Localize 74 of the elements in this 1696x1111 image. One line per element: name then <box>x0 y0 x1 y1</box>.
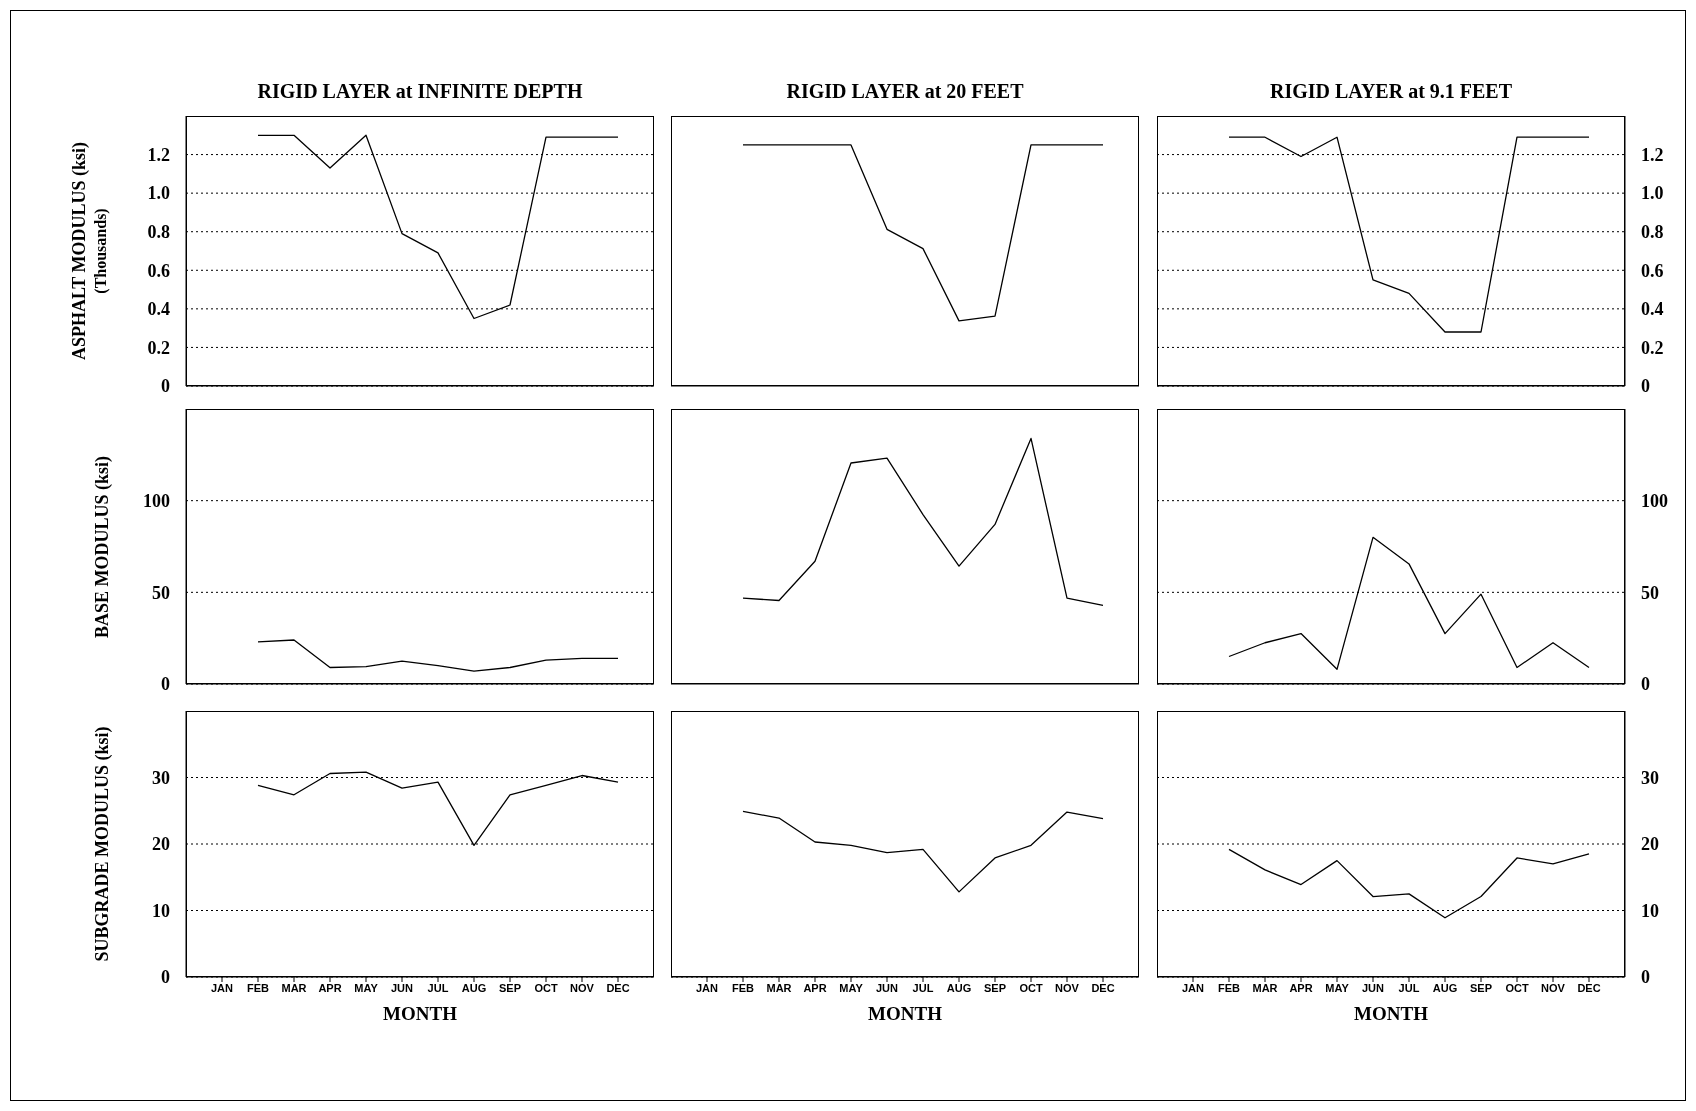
y-tick-label: 1.0 <box>147 183 170 204</box>
x-axis-title: MONTH <box>1353 1003 1429 1025</box>
y-tick-label: 0.6 <box>147 260 170 281</box>
y-tick-label: 10 <box>152 900 170 921</box>
x-tick-label: NOV <box>1541 981 1566 994</box>
y-tick-label: 0.6 <box>1641 260 1664 281</box>
x-tick-label: JAN <box>695 981 719 994</box>
x-tick-label: MAY <box>839 981 864 994</box>
y-axis-title: BASE MODULUS (ksi) <box>91 455 113 638</box>
x-tick-label: MAY <box>1325 981 1350 994</box>
chart-title: RIGID LAYER at 9.1 FEET <box>1268 80 1514 103</box>
x-tick-label: JUL <box>1398 981 1420 994</box>
y-tick-label: 0.4 <box>1641 299 1664 320</box>
x-tick-label: JAN <box>210 981 234 994</box>
x-axis-title: MONTH <box>867 1003 943 1025</box>
y-axis-title: SUBGRADE MODULUS (ksi) <box>91 726 113 962</box>
x-axis-title: MONTH <box>382 1003 458 1025</box>
line-series <box>257 639 619 672</box>
x-tick-label: SEP <box>1469 981 1493 994</box>
x-tick-label: DEC <box>606 981 630 994</box>
x-tick-label: FEB <box>732 981 755 994</box>
x-tick-label: DEC <box>1577 981 1601 994</box>
x-tick-label: OCT <box>534 981 558 994</box>
x-tick-label: AUG <box>461 981 487 994</box>
y-tick-label: 100 <box>1641 490 1668 511</box>
y-tick-label: 0 <box>161 967 170 988</box>
x-tick-label: FEB <box>247 981 270 994</box>
x-tick-label: MAR <box>1252 981 1278 994</box>
x-tick-label: JUL <box>427 981 449 994</box>
x-tick-label: APR <box>1289 981 1313 994</box>
y-tick-label: 0 <box>1641 967 1650 988</box>
x-tick-label: MAY <box>354 981 379 994</box>
y-tick-label: 20 <box>152 834 170 855</box>
x-tick-label: JUN <box>875 981 899 994</box>
y-tick-label: 30 <box>1641 767 1659 788</box>
x-tick-label: AUG <box>1432 981 1458 994</box>
x-tick-label: OCT <box>1505 981 1529 994</box>
y-tick-label: 0 <box>1641 674 1650 695</box>
y-tick-label: 50 <box>152 582 170 603</box>
x-tick-label: JUL <box>912 981 934 994</box>
x-tick-label: APR <box>318 981 342 994</box>
x-tick-label: MAR <box>281 981 307 994</box>
y-tick-label: 0 <box>1641 376 1650 397</box>
chart-title: RIGID LAYER at 20 FEET <box>785 80 1025 103</box>
y-tick-label: 1.0 <box>1641 183 1664 204</box>
y-tick-label: 50 <box>1641 582 1659 603</box>
y-tick-label: 0.8 <box>147 222 170 243</box>
y-tick-label: 0 <box>161 674 170 695</box>
x-tick-label: NOV <box>1055 981 1080 994</box>
y-tick-label: 10 <box>1641 900 1659 921</box>
x-tick-label: NOV <box>570 981 595 994</box>
x-tick-label: JAN <box>1181 981 1205 994</box>
x-tick-label: MAR <box>766 981 792 994</box>
y-axis-title: ASPHALT MODULUS (ksi) (Thousands) <box>68 141 111 361</box>
y-tick-label: 100 <box>143 490 170 511</box>
y-tick-label: 20 <box>1641 834 1659 855</box>
y-tick-label: 0.4 <box>147 299 170 320</box>
x-tick-label: APR <box>803 981 827 994</box>
x-tick-label: JUN <box>1361 981 1385 994</box>
x-tick-label: JUN <box>390 981 414 994</box>
x-tick-label: AUG <box>946 981 972 994</box>
y-tick-label: 30 <box>152 767 170 788</box>
y-tick-label: 0.2 <box>1641 337 1664 358</box>
x-tick-label: SEP <box>983 981 1007 994</box>
y-tick-label: 0.8 <box>1641 222 1664 243</box>
x-tick-label: FEB <box>1218 981 1241 994</box>
y-tick-label: 1.2 <box>147 144 170 165</box>
y-tick-label: 0 <box>161 376 170 397</box>
x-tick-label: SEP <box>498 981 522 994</box>
y-tick-label: 1.2 <box>1641 144 1664 165</box>
chart-title: RIGID LAYER at INFINITE DEPTH <box>256 80 584 103</box>
x-tick-label: DEC <box>1091 981 1115 994</box>
x-tick-label: OCT <box>1019 981 1043 994</box>
y-tick-label: 0.2 <box>147 337 170 358</box>
